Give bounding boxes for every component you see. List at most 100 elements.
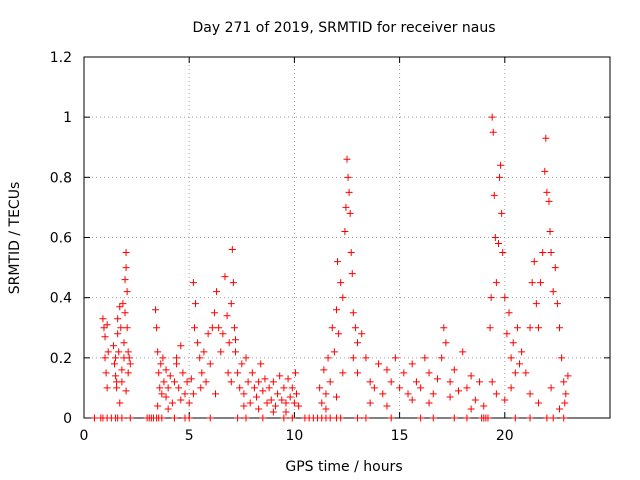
data-point xyxy=(346,209,354,217)
data-point xyxy=(476,378,484,386)
data-point xyxy=(553,300,561,308)
data-point xyxy=(282,408,290,416)
data-point xyxy=(99,315,107,323)
data-point xyxy=(332,393,340,401)
data-point xyxy=(102,369,110,377)
data-point xyxy=(100,324,108,332)
x-tick-label: 5 xyxy=(185,428,194,444)
data-point xyxy=(337,279,345,287)
data-point xyxy=(166,372,174,380)
data-point xyxy=(168,399,176,407)
data-point xyxy=(204,330,212,338)
data-point xyxy=(234,414,242,422)
chart-title: Day 271 of 2019, SRMTID for receiver nau… xyxy=(192,20,495,36)
data-point xyxy=(342,203,350,211)
data-point xyxy=(488,378,496,386)
data-point xyxy=(91,414,99,422)
data-point xyxy=(499,249,507,257)
data-point xyxy=(383,402,391,410)
data-point xyxy=(155,369,163,377)
data-point xyxy=(217,348,225,356)
data-point xyxy=(543,188,551,196)
y-tick-label: 0 xyxy=(63,411,72,427)
data-point xyxy=(288,384,296,392)
data-point xyxy=(404,390,412,398)
data-point xyxy=(383,366,391,374)
data-point xyxy=(551,264,559,272)
data-point xyxy=(103,321,111,329)
data-point xyxy=(123,288,131,296)
y-tick-label: 0.8 xyxy=(50,170,72,186)
data-point xyxy=(278,396,286,404)
data-point xyxy=(185,399,193,407)
data-point xyxy=(322,405,330,413)
data-point xyxy=(459,348,467,356)
data-point xyxy=(215,324,223,332)
data-point xyxy=(293,390,301,398)
data-point xyxy=(492,390,500,398)
data-point xyxy=(450,414,458,422)
data-point xyxy=(267,396,275,404)
data-point xyxy=(487,294,495,302)
data-point xyxy=(561,399,569,407)
data-point xyxy=(387,414,395,422)
data-point xyxy=(231,336,239,344)
data-point xyxy=(341,227,349,235)
data-point xyxy=(345,188,353,196)
data-point xyxy=(229,279,237,287)
data-point xyxy=(126,414,134,422)
data-point xyxy=(162,366,170,374)
data-point xyxy=(507,354,515,362)
data-point xyxy=(124,348,132,356)
data-point xyxy=(332,306,340,314)
data-point xyxy=(185,414,193,422)
data-point xyxy=(240,402,248,410)
data-point xyxy=(335,330,343,338)
data-point xyxy=(534,399,542,407)
data-point xyxy=(286,393,294,401)
data-point xyxy=(156,384,164,392)
data-point xyxy=(200,348,208,356)
data-point xyxy=(328,324,336,332)
data-point xyxy=(417,384,425,392)
data-point xyxy=(240,390,248,398)
data-point xyxy=(446,393,454,401)
data-point xyxy=(276,372,284,380)
data-point xyxy=(421,354,429,362)
data-point xyxy=(507,384,515,392)
data-point xyxy=(295,402,303,410)
data-point xyxy=(467,405,475,413)
data-point xyxy=(549,288,557,296)
data-point xyxy=(123,324,131,332)
data-point xyxy=(349,309,357,317)
data-point xyxy=(244,378,252,386)
data-point xyxy=(104,348,112,356)
data-point xyxy=(230,324,238,332)
data-point xyxy=(223,312,231,320)
data-point xyxy=(236,384,244,392)
data-point xyxy=(463,384,471,392)
data-point xyxy=(318,399,326,407)
data-point xyxy=(206,360,214,368)
data-point xyxy=(316,384,324,392)
data-point xyxy=(425,369,433,377)
data-point xyxy=(158,390,166,398)
data-point xyxy=(455,387,463,395)
data-point xyxy=(194,339,202,347)
data-point xyxy=(326,414,334,422)
data-point xyxy=(366,378,374,386)
data-point xyxy=(125,354,133,362)
data-point xyxy=(112,354,120,362)
data-point xyxy=(492,279,500,287)
data-point xyxy=(562,390,570,398)
y-tick-label: 0.6 xyxy=(50,231,72,247)
data-point xyxy=(417,414,425,422)
data-point xyxy=(248,369,256,377)
data-point xyxy=(489,128,497,136)
data-point xyxy=(253,393,261,401)
data-point xyxy=(322,390,330,398)
data-point xyxy=(425,399,433,407)
data-point xyxy=(348,270,356,278)
data-point xyxy=(177,396,185,404)
data-point xyxy=(370,384,378,392)
